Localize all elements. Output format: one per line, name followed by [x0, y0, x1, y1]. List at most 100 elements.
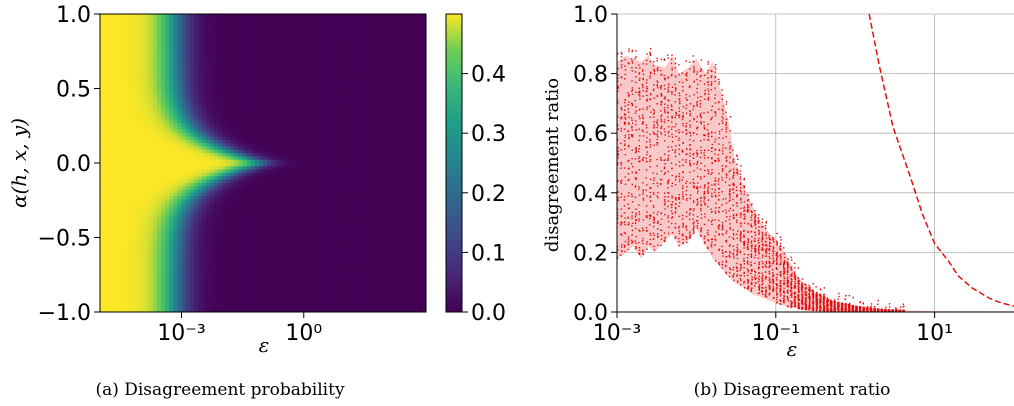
heatmap-cell	[234, 255, 240, 260]
heatmap-cell	[258, 23, 264, 28]
heatmap-cell	[165, 212, 170, 217]
heatmap-cell	[287, 93, 293, 98]
heatmap-cell	[287, 66, 293, 71]
heatmap-cell	[169, 242, 174, 247]
heatmap-cell	[320, 219, 325, 224]
heatmap-cell	[238, 265, 244, 270]
heatmap-cell	[181, 229, 187, 234]
heatmap-cell	[222, 159, 227, 164]
heatmap-cell	[132, 37, 138, 42]
heatmap-cell	[279, 242, 284, 247]
heatmap-cell	[100, 96, 105, 101]
heatmap-cell	[132, 66, 138, 71]
heatmap-cell	[205, 235, 211, 240]
heatmap-cell	[271, 70, 276, 75]
heatmap-cell	[157, 37, 162, 42]
heatmap-cell	[275, 63, 280, 68]
heatmap-cell	[148, 202, 154, 207]
heatmap-cell	[279, 225, 284, 230]
heatmap-cell	[108, 33, 113, 38]
heatmap-cell	[165, 298, 170, 303]
heatmap-cell	[283, 212, 289, 217]
heatmap-cell	[275, 272, 280, 277]
heatmap-cell	[128, 103, 134, 108]
heatmap-cell	[279, 50, 284, 55]
heatmap-cell	[165, 206, 170, 210]
heatmap-cell	[193, 133, 199, 138]
heatmap-cell	[132, 288, 138, 293]
heatmap-cell	[112, 86, 117, 91]
heatmap-cell	[210, 40, 215, 45]
heatmap-cell	[311, 285, 317, 290]
heatmap-cell	[214, 302, 219, 306]
heatmap-cell	[177, 259, 183, 263]
heatmap-cell	[193, 245, 199, 250]
heatmap-cell	[108, 73, 113, 78]
heatmap-cell	[136, 53, 142, 58]
heatmap-cell	[100, 70, 105, 75]
heatmap-cell	[124, 83, 130, 88]
heatmap-cell	[307, 27, 313, 32]
heatmap-cell	[279, 63, 284, 68]
heatmap-cell	[275, 235, 280, 240]
heatmap-cell	[100, 192, 105, 197]
heatmap-cell	[201, 86, 207, 91]
heatmap-cell	[112, 156, 117, 161]
heatmap-cell	[157, 265, 162, 270]
heatmap-cell	[189, 199, 195, 204]
heatmap-cell	[295, 83, 301, 88]
heatmap-cell	[250, 159, 256, 164]
heatmap-cell	[226, 23, 231, 28]
heatmap-cell	[136, 232, 142, 237]
heatmap-cell	[161, 259, 166, 263]
heatmap-cell	[189, 129, 195, 134]
heatmap-cell	[242, 33, 248, 38]
heatmap-cell	[315, 129, 321, 134]
heatmap-cell	[210, 298, 215, 303]
heatmap-cell	[246, 136, 252, 141]
heatmap-cell	[303, 259, 309, 263]
heatmap-cell	[112, 80, 117, 85]
heatmap-cell	[165, 245, 170, 250]
heatmap-cell	[169, 199, 174, 204]
heatmap-cell	[148, 229, 154, 234]
heatmap-cell	[104, 116, 109, 121]
heatmap-cell	[315, 199, 321, 204]
heatmap-cell	[230, 50, 236, 55]
heatmap-cell	[279, 275, 284, 280]
heatmap-cell	[173, 202, 179, 207]
heatmap-cell	[267, 14, 272, 18]
heatmap-cell	[226, 37, 231, 42]
heatmap-cell	[287, 245, 293, 250]
heatmap-cell	[230, 229, 236, 234]
heatmap-cell	[181, 239, 187, 244]
heatmap-cell	[299, 242, 305, 247]
heatmap-cell	[157, 66, 162, 71]
heatmap-cell	[214, 292, 219, 297]
heatmap-cell	[165, 60, 170, 65]
heatmap-cell	[120, 245, 126, 250]
heatmap-cell	[258, 113, 264, 118]
heatmap-cell	[230, 169, 236, 174]
heatmap-cell	[246, 166, 252, 171]
heatmap-cell	[271, 66, 276, 71]
heatmap-cell	[181, 265, 187, 270]
heatmap-cell	[263, 116, 268, 121]
heatmap-cell	[157, 219, 162, 224]
heatmap-cell	[234, 305, 240, 310]
heatmap-cell	[214, 100, 219, 104]
heatmap-cell	[250, 212, 256, 217]
heatmap-cell	[295, 73, 301, 78]
heatmap-cell	[287, 40, 293, 45]
heatmap-cell	[254, 136, 260, 141]
heatmap-cell	[222, 268, 227, 273]
heatmap-cell	[108, 20, 113, 25]
heatmap-cell	[124, 249, 130, 253]
heatmap-cell	[246, 153, 252, 157]
heatmap-cell	[222, 182, 227, 187]
heatmap-cell	[258, 27, 264, 32]
heatmap-cell	[214, 47, 219, 52]
heatmap-cell	[189, 176, 195, 181]
heatmap-cell	[238, 20, 244, 25]
heatmap-cell	[169, 235, 174, 240]
